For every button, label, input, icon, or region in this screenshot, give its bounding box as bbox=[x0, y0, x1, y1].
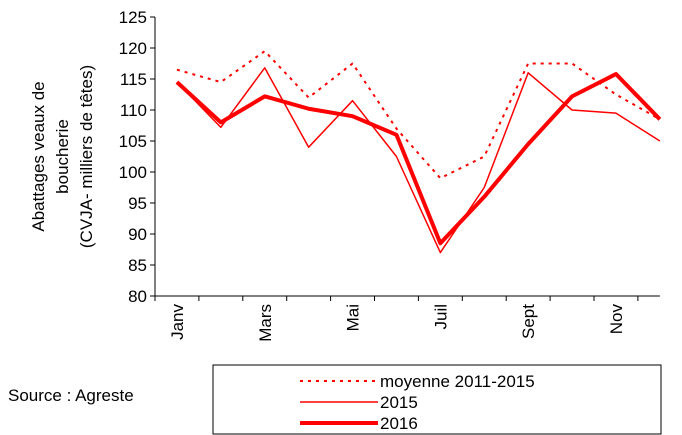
y-axis-label: boucherie bbox=[53, 119, 72, 194]
x-tick-label: Sept bbox=[519, 304, 538, 339]
x-tick-label: Mars bbox=[256, 304, 275, 342]
y-axis-label: Abattages veaux de bbox=[29, 81, 48, 231]
source: Source : Agreste bbox=[8, 386, 134, 405]
y-tick-label: 105 bbox=[119, 132, 147, 151]
line-series bbox=[176, 67, 661, 254]
line-series bbox=[175, 72, 662, 246]
y-tick-label: 115 bbox=[120, 70, 147, 89]
x-tick-label: Mai bbox=[344, 304, 363, 331]
y-tick-label: 120 bbox=[119, 39, 147, 58]
y-tick-label: 125 bbox=[119, 8, 147, 27]
y-tick-label: 85 bbox=[128, 256, 147, 275]
y-tick-label: 80 bbox=[128, 287, 147, 306]
y-tick-label: 90 bbox=[128, 225, 147, 244]
legend-label: 2016 bbox=[380, 414, 418, 433]
y-axis-label: (CVJA- milliers de têtes) bbox=[77, 65, 96, 248]
x-tick-label: Nov bbox=[607, 304, 626, 335]
y-tick-label: 100 bbox=[119, 163, 147, 182]
y-tick-label: 95 bbox=[128, 194, 147, 213]
legend-label: 2015 bbox=[380, 393, 418, 412]
y-tick-label: 110 bbox=[120, 101, 147, 120]
line-series bbox=[176, 50, 661, 180]
x-tick-label: Janv bbox=[168, 304, 187, 340]
legend-box bbox=[212, 364, 662, 435]
x-tick-label: Juil bbox=[431, 304, 450, 330]
legend-label: moyenne 2011-2015 bbox=[380, 372, 535, 391]
